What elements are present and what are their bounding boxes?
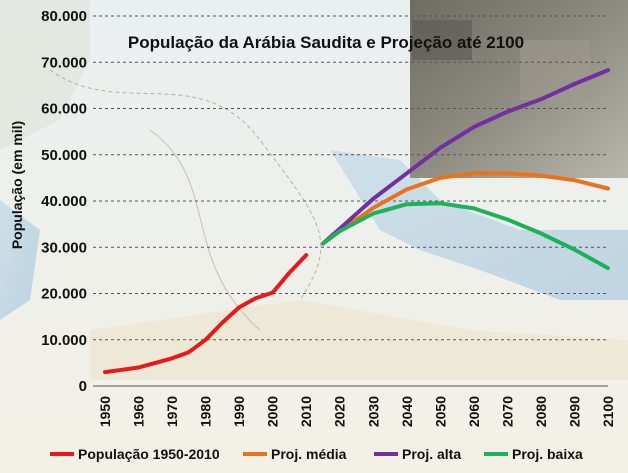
x-tick-label: 2060 [466,396,482,427]
red-sea-region [0,200,40,320]
x-tick-label: 2010 [298,396,314,427]
y-tick-label: 30.000 [41,239,87,256]
legend-label-2: Proj. alta [402,446,461,462]
series-line-1 [321,171,610,246]
y-tick-label: 40.000 [41,193,87,210]
x-tick-label: 1990 [231,396,247,427]
legend-label-3: Proj. baixa [512,446,583,462]
y-tick-label: 60.000 [41,101,87,118]
map-region [0,0,90,150]
series-line-3 [321,201,610,271]
x-tick-label: 1980 [198,396,214,427]
x-tick-label: 2050 [432,396,448,427]
y-axis-ticks: 0 10.000 20.000 30.000 40.000 50.000 60.000 70.… [41,8,87,395]
persian-gulf-region [330,150,628,300]
x-tick-label: 2080 [533,396,549,427]
x-tick-label: 1950 [97,396,113,427]
legend-label-1: Proj. média [271,446,347,462]
x-tick-label: 2090 [566,396,582,427]
x-tick-label: 2020 [332,396,348,427]
chart-title: População da Arábia Saudita e Projeção a… [128,33,524,52]
photo-crowd [520,40,590,100]
x-tick-label: 2030 [365,396,381,427]
x-axis-ticks: 1950 1960 1970 1980 1990 2000 2010 2020 2030 2040… [97,396,616,427]
x-tick-label: 2000 [265,396,281,427]
y-axis-label: População (em mil) [9,121,25,249]
series-lines [103,68,610,375]
legend: População 1950-2010 Proj. média Proj. alta… [50,446,583,462]
photo-building [412,20,472,60]
x-tick-label: 2070 [499,396,515,427]
series-line-0 [103,253,309,375]
y-tick-label: 70.000 [41,54,87,71]
map-road-line [149,129,261,331]
x-tick-label: 2040 [399,396,415,427]
y-tick-label: 10.000 [41,332,87,349]
legend-label-0: População 1950-2010 [78,446,220,462]
y-tick-label: 20.000 [41,286,87,303]
y-tick-label: 50.000 [41,147,87,164]
x-tick-label: 1970 [164,396,180,427]
gridlines [93,15,608,387]
y-tick-label: 0 [79,378,87,395]
x-tick-label: 2100 [600,396,616,427]
series-line-2 [321,68,610,246]
y-tick-label: 80.000 [41,8,87,25]
x-tick-label: 1960 [131,396,147,427]
